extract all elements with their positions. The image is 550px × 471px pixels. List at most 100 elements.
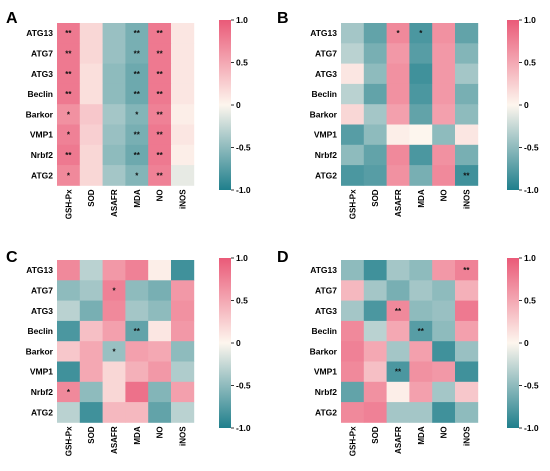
heatmap-cell bbox=[432, 144, 456, 166]
heatmap-cell bbox=[455, 83, 479, 105]
colorbar-tick-label: -0.5 bbox=[236, 143, 251, 153]
heatmap-cell bbox=[409, 144, 433, 166]
row-label: Beclin bbox=[311, 326, 337, 336]
heatmap-cell bbox=[57, 23, 81, 44]
heatmap-cell bbox=[148, 83, 172, 105]
row-label: ATG13 bbox=[310, 28, 337, 38]
heatmap-cell bbox=[455, 165, 479, 186]
row-label: Barkor bbox=[26, 346, 54, 356]
heatmap-cell bbox=[386, 124, 410, 146]
heatmap-cell bbox=[79, 280, 103, 301]
column-label: ASAFR bbox=[110, 426, 119, 454]
heatmap-cell bbox=[125, 402, 149, 423]
column-label: NO bbox=[440, 426, 449, 438]
colorbar-tick-label: -0.5 bbox=[524, 143, 539, 153]
heatmap-cell bbox=[409, 260, 433, 281]
heatmap-cell bbox=[386, 63, 410, 85]
significance-mark: ** bbox=[418, 327, 425, 336]
heatmap-cell bbox=[171, 341, 195, 362]
heatmap-cell bbox=[171, 300, 195, 322]
colorbar-tick-label: 0.5 bbox=[236, 296, 248, 306]
heatmap-cell bbox=[432, 63, 456, 85]
heatmap-cell bbox=[386, 341, 410, 362]
heatmap-cell bbox=[341, 165, 365, 186]
heatmap-cell bbox=[171, 320, 195, 342]
row-label: ATG7 bbox=[31, 48, 53, 58]
column-label: NO bbox=[156, 426, 165, 438]
column-label: ASAFR bbox=[394, 189, 403, 217]
column-label: MDA bbox=[133, 189, 142, 207]
colorbar-tick-label: -1.0 bbox=[236, 423, 251, 433]
heatmap-cell bbox=[363, 23, 387, 44]
column-label: SOD bbox=[371, 189, 380, 207]
heatmap-cell bbox=[102, 83, 126, 105]
colorbar-tick-label: 0 bbox=[236, 338, 241, 348]
heatmap-cell bbox=[148, 320, 172, 342]
heatmap-cell bbox=[409, 83, 433, 105]
row-label: VMP1 bbox=[30, 367, 53, 377]
heatmap-cell bbox=[363, 320, 387, 342]
column-label: GSH-Px bbox=[348, 189, 357, 219]
heatmap-cell bbox=[171, 381, 195, 403]
heatmap-cell bbox=[455, 361, 479, 383]
heatmap-cell bbox=[57, 83, 81, 105]
heatmap-cell bbox=[432, 23, 456, 44]
heatmap-cell bbox=[363, 83, 387, 105]
row-label: ATG13 bbox=[26, 28, 53, 38]
heatmap-cell bbox=[148, 43, 172, 64]
heatmap-cell bbox=[57, 43, 81, 64]
heatmap-cell bbox=[341, 124, 365, 146]
heatmap-cell bbox=[363, 381, 387, 403]
heatmap-cell bbox=[79, 341, 103, 362]
heatmap-cell bbox=[148, 260, 172, 281]
column-label: iNOS bbox=[178, 189, 187, 209]
significance-mark: ** bbox=[156, 131, 163, 140]
heatmap-cell bbox=[148, 361, 172, 383]
heatmap-cell bbox=[102, 63, 126, 85]
significance-mark: ** bbox=[134, 327, 141, 336]
heatmap-cell bbox=[79, 402, 103, 423]
colorbar-tick-label: 0.5 bbox=[524, 296, 536, 306]
heatmap-cell bbox=[57, 280, 81, 301]
heatmap-cell bbox=[363, 104, 387, 125]
column-label: ASAFR bbox=[394, 426, 403, 454]
heatmap-cell bbox=[148, 280, 172, 301]
row-label: ATG7 bbox=[31, 285, 53, 295]
column-label: MDA bbox=[417, 426, 426, 444]
significance-mark: ** bbox=[134, 70, 141, 79]
heatmap-cell bbox=[409, 165, 433, 186]
heatmap-cell bbox=[363, 300, 387, 322]
heatmap-cell bbox=[57, 124, 81, 146]
significance-mark: ** bbox=[463, 171, 470, 180]
heatmap-cell bbox=[125, 144, 149, 166]
heatmap-cell bbox=[171, 144, 195, 166]
heatmap-cell bbox=[79, 361, 103, 383]
heatmap-cell bbox=[363, 124, 387, 146]
panel-label: C bbox=[6, 249, 18, 266]
colorbar-tick-label: -0.5 bbox=[236, 381, 251, 391]
heatmap-cell bbox=[432, 300, 456, 322]
significance-mark: * bbox=[135, 171, 139, 180]
heatmap-cell bbox=[171, 124, 195, 146]
column-label: SOD bbox=[87, 189, 96, 207]
heatmap-cell bbox=[125, 260, 149, 281]
colorbar-tick-label: -1.0 bbox=[524, 423, 539, 433]
heatmap-cell bbox=[432, 361, 456, 383]
heatmap-cell bbox=[148, 144, 172, 166]
column-label: SOD bbox=[87, 426, 96, 444]
heatmap-cell bbox=[386, 144, 410, 166]
heatmap-cell bbox=[171, 402, 195, 423]
heatmap-cell bbox=[455, 43, 479, 64]
heatmap-cell bbox=[125, 43, 149, 64]
heatmap-cell bbox=[386, 43, 410, 64]
heatmap-cell bbox=[341, 144, 365, 166]
row-label: ATG2 bbox=[31, 407, 53, 417]
significance-mark: * bbox=[112, 286, 116, 295]
significance-mark: * bbox=[396, 29, 400, 38]
significance-mark: ** bbox=[156, 90, 163, 99]
row-label: ATG2 bbox=[315, 407, 337, 417]
heatmap-cell bbox=[386, 165, 410, 186]
heatmap-cell bbox=[102, 124, 126, 146]
significance-mark: * bbox=[67, 171, 71, 180]
row-label: VMP1 bbox=[314, 367, 337, 377]
